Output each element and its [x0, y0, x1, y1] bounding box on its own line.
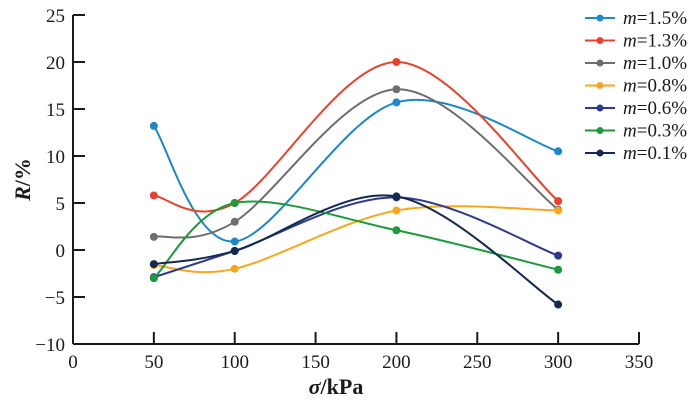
legend-symbol: m: [623, 31, 637, 52]
legend-symbol: m: [623, 121, 637, 142]
legend-symbol: m: [623, 76, 637, 97]
x-axis-title: σ/kPa: [309, 374, 364, 399]
x-tick-label: 300: [544, 352, 573, 373]
series-line: [153, 200, 559, 279]
data-point: [392, 85, 401, 94]
data-point: [149, 274, 158, 283]
data-point: [149, 121, 158, 130]
legend-marker-icon: [596, 37, 604, 44]
legend-symbol: m: [623, 143, 637, 164]
legend-item: m=0.1%: [585, 143, 687, 164]
axes: −10 −5 0 5 10 15 20 25 0 50 100 150 200 250 300 350: [35, 6, 653, 373]
legend-value: =0.1%: [637, 143, 687, 164]
legend-item: m=0.6%: [585, 98, 687, 119]
data-point: [392, 58, 401, 66]
data-point: [230, 217, 239, 226]
data-point: [392, 98, 401, 107]
legend-value: =0.8%: [637, 76, 687, 97]
legend: m=1.5%m=1.3%m=1.0%m=0.8%m=0.6%m=0.3%m=0.…: [585, 8, 687, 164]
data-point: [230, 237, 239, 246]
x-axis-symbol: σ: [309, 374, 322, 399]
series-line: [153, 98, 559, 243]
data-point: [392, 192, 401, 201]
legend-symbol: m: [623, 98, 637, 119]
data-point: [554, 251, 563, 260]
y-axis-unit: /%: [10, 158, 35, 187]
x-tick-label: 50: [144, 352, 163, 373]
y-tick-label: 0: [56, 241, 66, 262]
series-m-1-0-: [149, 85, 563, 241]
legend-item: m=0.3%: [585, 121, 687, 142]
x-ticks: 0 50 100 150 200 250 300 350: [68, 332, 653, 373]
x-axis-unit: /kPa: [320, 374, 364, 399]
data-point: [554, 300, 563, 309]
y-tick-label: 5: [56, 194, 66, 215]
legend-value: =0.6%: [637, 98, 687, 119]
legend-symbol: m: [623, 53, 637, 74]
data-point: [392, 206, 401, 215]
legend-marker-icon: [596, 127, 604, 134]
legend-marker-icon: [596, 104, 604, 112]
legend-value: =1.5%: [637, 8, 687, 29]
x-tick-label: 150: [301, 352, 330, 373]
y-ticks: −10 −5 0 5 10 15 20 25: [35, 6, 85, 356]
y-tick-label: 15: [46, 100, 65, 121]
data-point: [554, 197, 563, 206]
data-point: [554, 265, 563, 274]
data-point: [149, 232, 158, 241]
y-tick-label: −10: [35, 335, 65, 356]
series-m-0-3-: [149, 199, 563, 283]
series-m-1-3-: [149, 58, 563, 213]
legend-label: m=1.3%: [623, 31, 687, 52]
series-line: [153, 194, 559, 306]
data-point: [149, 191, 158, 200]
x-tick-label: 200: [382, 352, 411, 373]
series-line: [153, 88, 559, 239]
series-layer: [149, 58, 563, 309]
series-line: [153, 60, 559, 213]
legend-value: =1.0%: [637, 53, 687, 74]
y-tick-label: 25: [46, 6, 65, 27]
legend-value: =1.3%: [637, 31, 687, 52]
legend-item: m=1.5%: [585, 8, 687, 29]
legend-label: m=0.8%: [623, 76, 687, 97]
data-point: [230, 199, 239, 207]
series-m-0-8-: [149, 205, 563, 274]
data-point: [554, 206, 563, 215]
y-tick-label: 20: [46, 53, 65, 74]
x-tick-label: 100: [220, 352, 249, 373]
legend-label: m=0.1%: [623, 143, 687, 164]
y-tick-label: −5: [45, 288, 65, 309]
x-tick-label: 250: [463, 352, 492, 373]
data-point: [230, 246, 239, 255]
legend-symbol: m: [623, 8, 637, 29]
data-point: [149, 260, 158, 269]
legend-item: m=1.3%: [585, 31, 687, 52]
legend-label: m=0.6%: [623, 98, 687, 119]
legend-marker-icon: [596, 14, 604, 22]
data-point: [392, 226, 401, 235]
legend-marker-icon: [596, 82, 604, 89]
legend-value: =0.3%: [637, 121, 687, 142]
legend-label: m=0.3%: [623, 121, 687, 142]
legend-marker-icon: [596, 59, 604, 67]
x-tick-label: 0: [68, 352, 78, 373]
x-tick-label: 350: [625, 352, 654, 373]
series-m-1-5-: [149, 98, 563, 246]
y-axis-symbol: R: [10, 186, 35, 202]
series-line: [153, 196, 559, 279]
data-point: [230, 264, 239, 273]
y-tick-label: 10: [46, 147, 65, 168]
series-m-0-1-: [149, 192, 563, 309]
legend-item: m=0.8%: [585, 76, 687, 97]
data-point: [554, 147, 563, 156]
legend-label: m=1.5%: [623, 8, 687, 29]
legend-label: m=1.0%: [623, 53, 687, 74]
y-axis-title: R/%: [10, 158, 35, 202]
legend-item: m=1.0%: [585, 53, 687, 74]
legend-marker-icon: [596, 149, 604, 157]
series-line: [153, 205, 559, 274]
